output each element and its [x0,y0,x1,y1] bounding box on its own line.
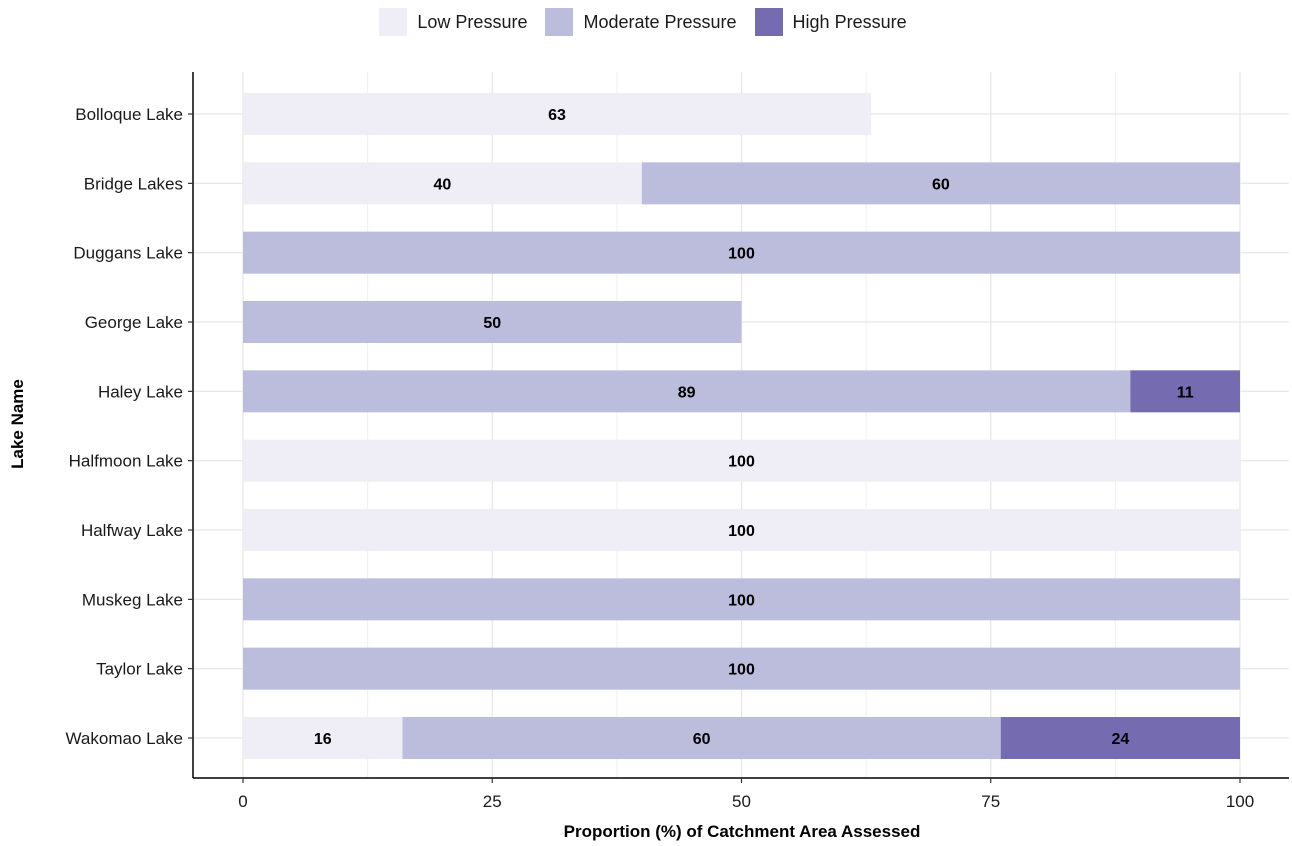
bar-segment [243,231,1240,274]
y-tick-label: Bridge Lakes [84,174,183,193]
y-tick-label: Muskeg Lake [82,590,183,609]
y-tick-label: Halfway Lake [81,521,183,540]
y-tick-label: Duggans Lake [73,244,183,263]
bar-value-label: 100 [728,592,755,609]
y-tick-label: George Lake [85,313,183,332]
bar-segment [1130,370,1240,413]
y-axis-title: Lake Name [8,379,27,469]
bar-segment [243,647,1240,690]
x-tick-label: 75 [981,792,1000,811]
legend-label-moderate: Moderate Pressure [583,11,737,32]
bar-segment [243,93,872,135]
x-tick-label: 25 [483,792,502,811]
bar-segment [402,717,1001,759]
legend-label-low: Low Pressure [417,11,528,32]
x-tick-label: 50 [732,792,751,811]
x-axis-title: Proportion (%) of Catchment Area Assesse… [563,822,921,841]
legend-swatch-moderate [545,8,574,36]
bar-value-label: 40 [434,176,452,193]
legend-swatch-low [379,8,408,36]
legend-item-high: High Pressure [754,8,913,36]
bar-value-label: 100 [728,523,755,540]
bar-segment [243,162,642,205]
bar-segment [243,439,1240,482]
x-tick-label: 0 [238,792,247,811]
y-tick-label: Wakomao Lake [66,729,183,748]
bar-value-label: 24 [1111,731,1129,748]
bar-segment [243,509,1240,551]
bar-value-label: 60 [932,176,950,193]
bar-value-label: 11 [1177,384,1194,401]
bar-value-label: 16 [314,731,332,748]
y-tick-label: Halfmoon Lake [69,452,183,471]
legend-swatch-high [754,8,783,36]
bar-value-label: 100 [728,246,755,263]
y-tick-label: Bolloque Lake [75,105,183,124]
bar-segment [243,717,403,759]
bar-segment [243,578,1240,621]
bar-value-label: 100 [728,662,755,679]
legend-item-moderate: Moderate Pressure [545,8,742,36]
bar-segment [243,301,742,343]
legend-item-low: Low Pressure [379,8,533,36]
bar-segment [641,162,1240,205]
legend: Low Pressure Moderate Pressure High Pres… [0,8,1292,36]
y-tick-label: Taylor Lake [96,660,183,679]
legend-label-high: High Pressure [792,11,907,32]
bar-segment [1000,717,1240,759]
bar-value-label: 60 [693,731,711,748]
bar-segment [243,370,1131,413]
bar-value-label: 89 [678,384,696,401]
bar-value-label: 63 [548,107,566,124]
y-tick-label: Haley Lake [98,382,183,401]
x-tick-label: 100 [1226,792,1254,811]
bar-value-label: 50 [483,315,501,332]
bar-value-label: 100 [728,454,755,471]
